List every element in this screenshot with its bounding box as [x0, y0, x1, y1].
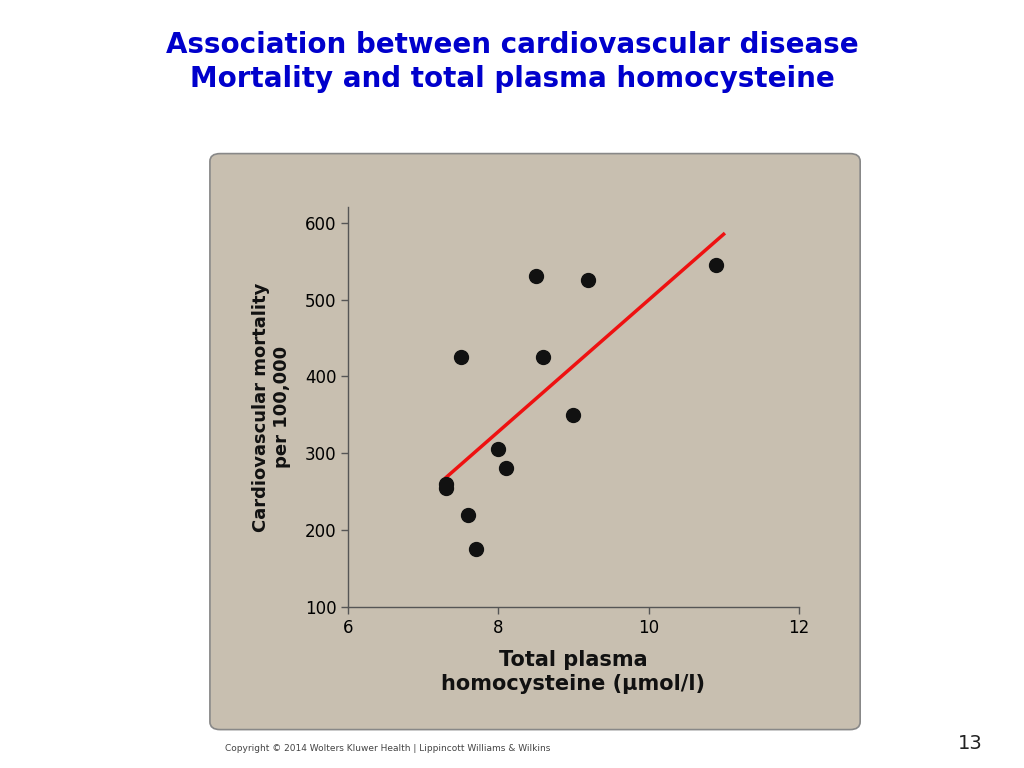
- Text: Association between cardiovascular disease
Mortality and total plasma homocystei: Association between cardiovascular disea…: [166, 31, 858, 94]
- Point: [498, 462, 514, 475]
- Point: [437, 482, 454, 494]
- Point: [581, 274, 597, 286]
- Point: [468, 543, 484, 555]
- Text: 13: 13: [958, 733, 983, 753]
- Point: [708, 259, 724, 271]
- Text: Copyright © 2014 Wolters Kluwer Health | Lippincott Williams & Wilkins: Copyright © 2014 Wolters Kluwer Health |…: [225, 743, 551, 753]
- Point: [437, 478, 454, 490]
- Point: [453, 351, 469, 363]
- Point: [460, 508, 476, 521]
- Point: [527, 270, 544, 283]
- Point: [536, 351, 552, 363]
- Point: [565, 409, 582, 421]
- X-axis label: Total plasma
homocysteine (μmol/l): Total plasma homocysteine (μmol/l): [441, 650, 706, 694]
- Point: [490, 443, 507, 455]
- Y-axis label: Cardiovascular mortality
per 100,000: Cardiovascular mortality per 100,000: [252, 283, 291, 531]
